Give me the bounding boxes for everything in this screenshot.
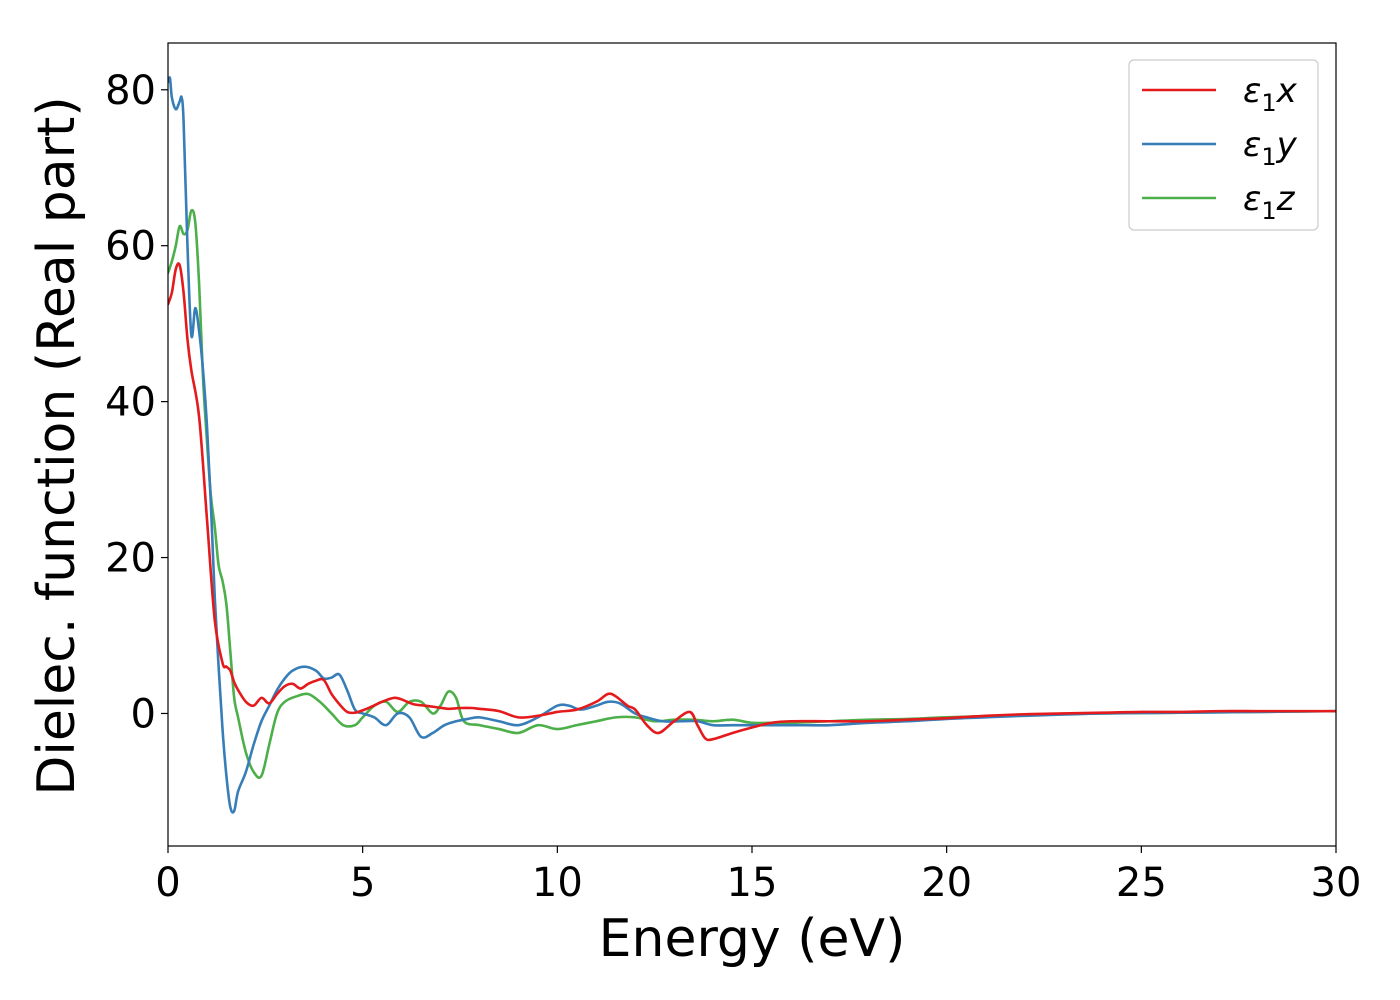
legend-label-y: ε1y <box>1243 125 1298 171</box>
x-axis: 0 5 10 15 20 25 30 <box>155 846 1361 906</box>
legend-label-x: ε1x <box>1243 71 1298 117</box>
series-line-z <box>168 208 1336 779</box>
y-tick-label: 60 <box>105 224 156 270</box>
series-line-x <box>168 262 1336 742</box>
x-tick-label: 30 <box>1311 860 1362 906</box>
y-tick-label: 0 <box>131 691 156 737</box>
y-axis: 0 20 40 60 80 <box>105 68 168 737</box>
x-tick-label: 10 <box>532 860 583 906</box>
series-line-y <box>168 76 1336 814</box>
y-tick-label: 20 <box>105 536 156 582</box>
x-tick-label: 25 <box>1116 860 1167 906</box>
x-tick-label: 5 <box>350 860 375 906</box>
y-tick-label: 80 <box>105 68 156 114</box>
legend-box <box>1128 59 1319 231</box>
y-axis-label: Dielec. function (Real part) <box>27 96 87 795</box>
legend-label-z: ε1z <box>1243 179 1296 225</box>
x-tick-label: 15 <box>727 860 778 906</box>
y-tick-label: 40 <box>105 380 156 426</box>
x-tick-label: 20 <box>921 860 972 906</box>
legend: ε1x ε1y ε1z <box>1128 59 1319 231</box>
x-tick-label: 0 <box>155 860 180 906</box>
x-axis-label: Energy (eV) <box>599 909 906 969</box>
series-layer <box>168 76 1336 814</box>
